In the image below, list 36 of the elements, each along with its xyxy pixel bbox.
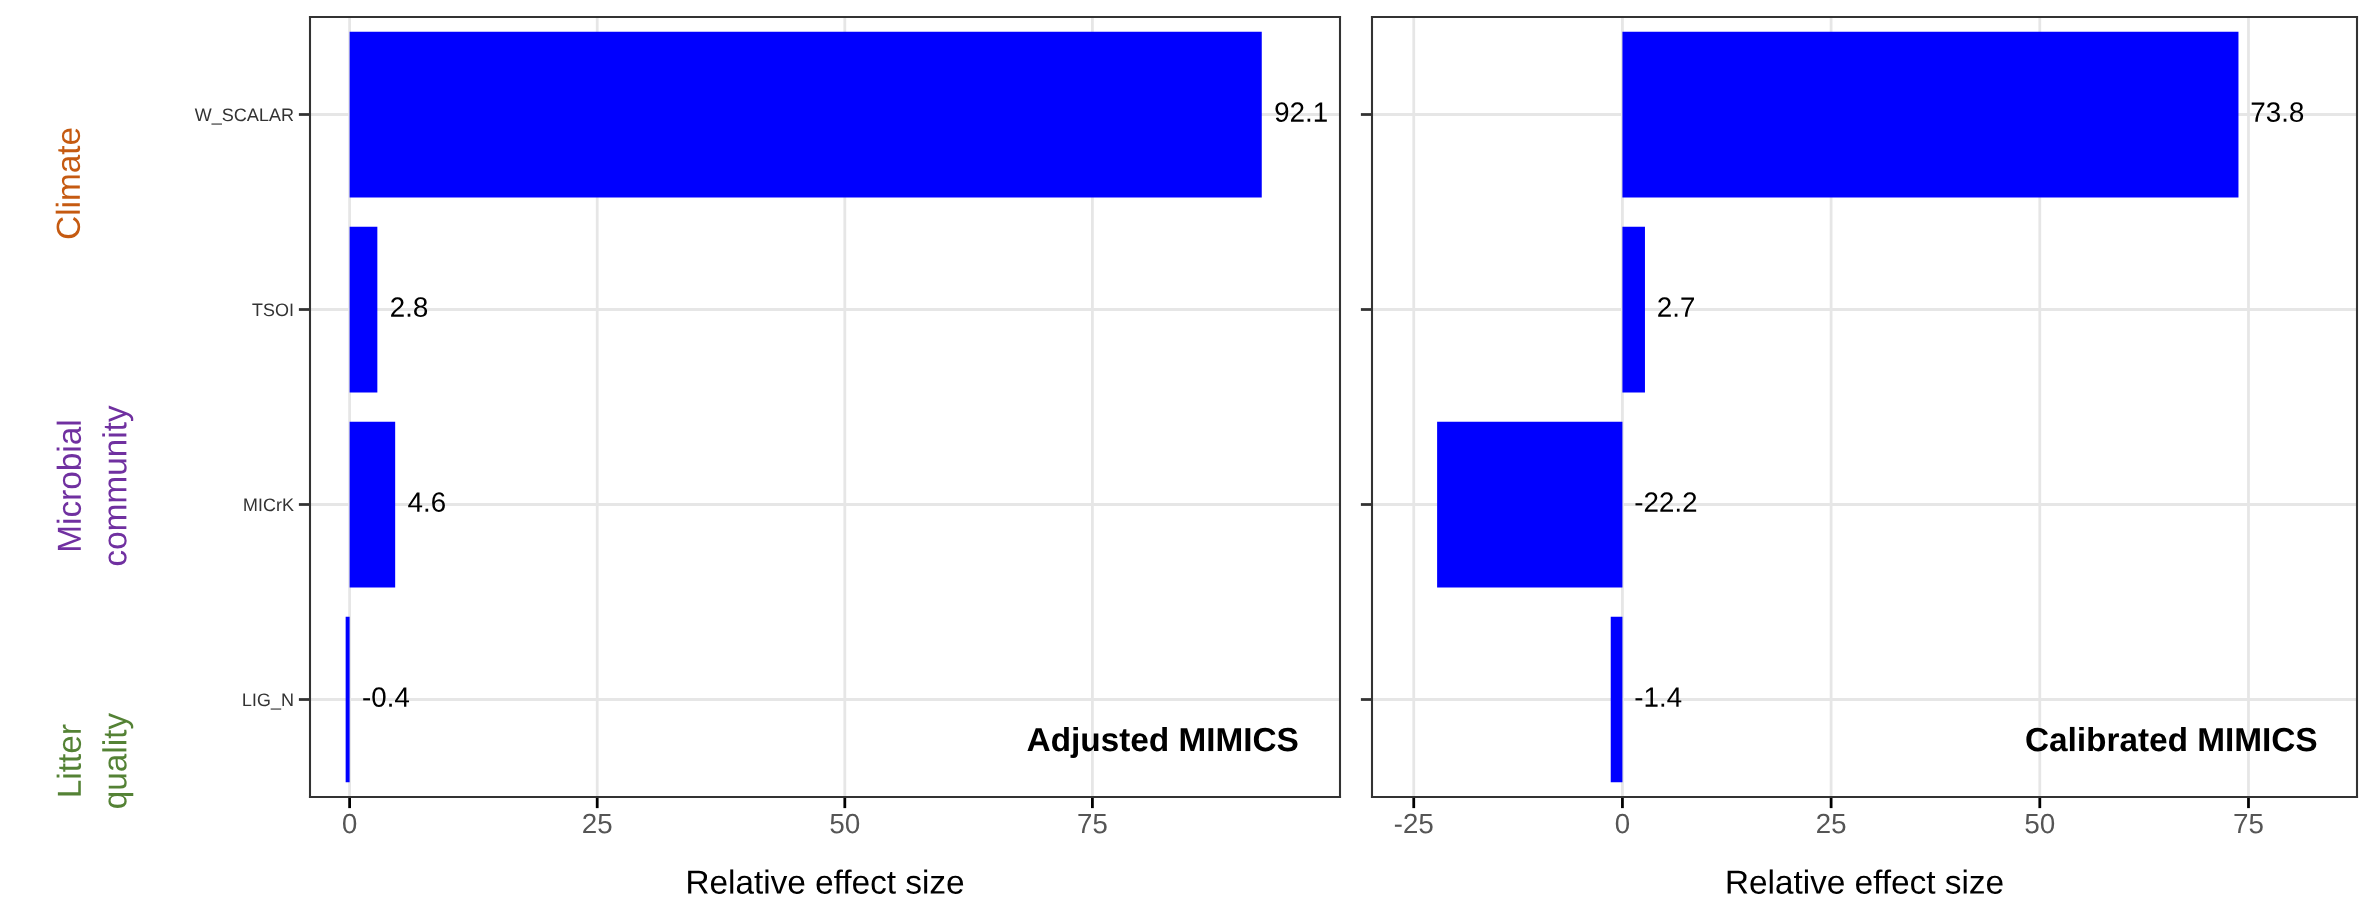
y-tick-label: MICrK: [244, 498, 294, 512]
x-axis-title: Relative effect size: [1727, 869, 2003, 894]
annotation: Calibrated MIMICS: [2026, 726, 2317, 752]
bar: [1437, 421, 1623, 588]
data-label: -1.4: [1635, 687, 1682, 707]
data-label: 73.8: [2251, 102, 2304, 122]
bar: [349, 421, 396, 588]
x-tick-label: 0: [1615, 813, 1630, 834]
x-tick-label: 50: [2025, 813, 2055, 834]
x-tick-label: 75: [2234, 813, 2263, 834]
data-label: 92.1: [1275, 102, 1327, 122]
bar: [345, 616, 350, 783]
x-tick-label: 75: [1078, 813, 1107, 834]
bar: [1610, 616, 1623, 783]
data-label: 2.8: [391, 297, 428, 317]
bar: [1622, 31, 2239, 198]
y-tick-label: LIG_N: [243, 693, 293, 710]
x-tick-label: 25: [583, 813, 612, 834]
bar: [349, 226, 378, 393]
text: Microbial community: [56, 405, 134, 566]
x-tick-label: 25: [1817, 813, 1846, 834]
data-label: -0.4: [363, 687, 410, 707]
bar: [1622, 226, 1645, 393]
y-tick-label: W_SCALAR: [194, 108, 294, 125]
text: Litter quality: [56, 712, 134, 808]
data-label: 2.7: [1658, 297, 1694, 317]
x-tick-label: 0: [342, 813, 357, 834]
x-axis-title: Relative effect size: [688, 869, 964, 894]
annotation: Adjusted MIMICS: [1027, 726, 1298, 758]
x-tick-label: 50: [830, 813, 860, 834]
y-tick-label: TSOI: [252, 303, 293, 317]
text: Climate: [55, 128, 81, 239]
bar: [349, 31, 1262, 198]
data-label: 4.6: [408, 492, 445, 512]
x-tick-label: -25: [1394, 813, 1433, 834]
data-label: -22.2: [1635, 492, 1697, 512]
